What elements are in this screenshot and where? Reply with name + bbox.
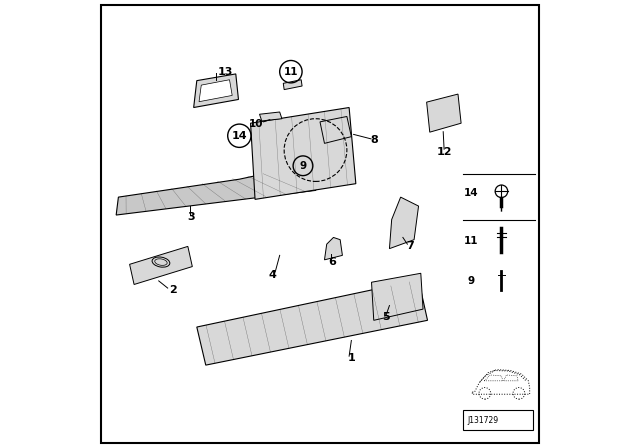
Polygon shape xyxy=(389,197,419,249)
Text: 6: 6 xyxy=(328,257,337,267)
Text: 8: 8 xyxy=(371,135,378,145)
Polygon shape xyxy=(130,246,192,284)
Text: 2: 2 xyxy=(169,285,177,295)
Text: 9: 9 xyxy=(468,276,475,286)
Polygon shape xyxy=(320,116,351,143)
Polygon shape xyxy=(194,74,239,108)
Text: 12: 12 xyxy=(436,147,452,157)
Polygon shape xyxy=(427,94,461,132)
Polygon shape xyxy=(116,168,324,215)
Polygon shape xyxy=(260,112,282,121)
Polygon shape xyxy=(284,80,302,90)
Polygon shape xyxy=(324,237,342,260)
Polygon shape xyxy=(199,80,232,102)
Text: 4: 4 xyxy=(268,270,276,280)
Text: 9: 9 xyxy=(300,161,307,171)
Text: J131729: J131729 xyxy=(468,415,499,425)
Text: 11: 11 xyxy=(464,236,479,246)
Ellipse shape xyxy=(155,259,167,265)
Polygon shape xyxy=(371,273,423,320)
Polygon shape xyxy=(251,108,356,199)
Text: 14: 14 xyxy=(232,131,247,141)
Text: 10: 10 xyxy=(249,119,264,129)
Text: 1: 1 xyxy=(348,353,355,363)
Text: 7: 7 xyxy=(406,241,414,251)
Text: 13: 13 xyxy=(218,67,233,77)
Text: 11: 11 xyxy=(284,67,298,77)
Text: 14: 14 xyxy=(464,188,479,198)
Bar xyxy=(463,410,532,430)
Text: 5: 5 xyxy=(383,312,390,322)
Text: 3: 3 xyxy=(188,212,195,222)
Polygon shape xyxy=(197,280,428,365)
